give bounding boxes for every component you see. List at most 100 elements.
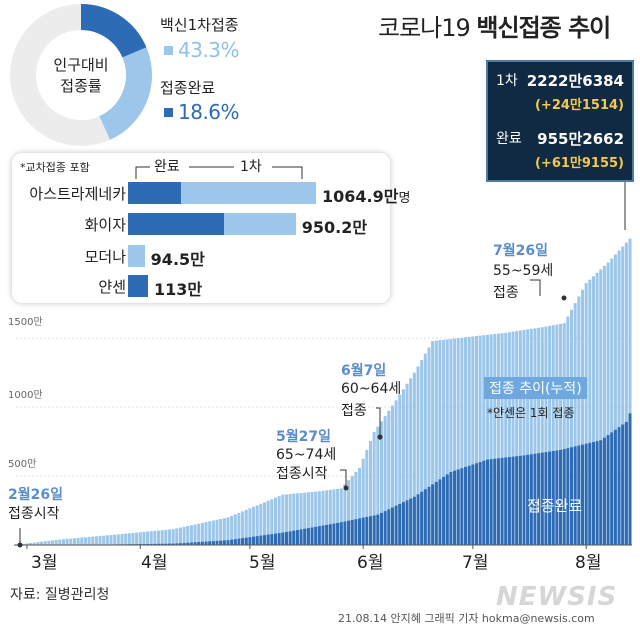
bar-first-dose	[226, 517, 230, 545]
bar-first-dose	[474, 336, 479, 545]
annotation-jul26-line1: 55~59세	[493, 263, 554, 279]
bar-first-dose	[412, 372, 416, 545]
bar-complete	[299, 529, 303, 545]
bar-first-dose	[588, 279, 592, 545]
bar-pfizer-complete	[128, 213, 225, 235]
bar-first-dose	[376, 426, 380, 545]
series-label-complete: 접종완료	[527, 497, 583, 515]
bar-first-dose	[113, 534, 117, 545]
vaccination-rate-donut	[10, 4, 152, 146]
bar-complete	[303, 528, 307, 545]
bar-first-dose	[368, 440, 373, 545]
bar-first-dose	[189, 525, 193, 545]
bar-complete	[464, 466, 468, 545]
bar-complete	[270, 534, 274, 545]
bar-az-complete	[128, 182, 181, 204]
vaccine-name-az: 아스트라제네카	[29, 185, 126, 203]
annotation-may27-line1: 65~74세	[276, 447, 337, 463]
bar-complete	[365, 516, 369, 545]
panel-complete-delta: (+61만9155)	[534, 156, 624, 171]
bar-first-dose	[372, 431, 376, 545]
bar-first-dose	[204, 522, 208, 545]
bar-complete	[621, 424, 625, 545]
bar-first-dose	[32, 542, 36, 545]
bar-complete	[273, 533, 278, 545]
bar-first-dose	[167, 529, 172, 545]
bar-first-dose	[401, 389, 405, 545]
bar-first-dose	[599, 269, 603, 545]
bar-first-dose	[573, 303, 577, 545]
bar-first-dose	[120, 533, 124, 545]
bar-complete	[347, 520, 351, 545]
bar-first-dose	[43, 541, 47, 545]
bar-first-dose	[138, 532, 142, 545]
annotation-may27-line2: 접종시작	[276, 466, 328, 482]
legend-complete-label: 완료	[154, 159, 180, 175]
bar-complete	[540, 452, 544, 545]
bar-complete	[317, 526, 321, 545]
first-dose-legend-label: 백신1차접종	[160, 16, 239, 34]
bar-complete	[453, 470, 457, 545]
bar-complete	[292, 530, 296, 545]
bar-first-dose	[325, 490, 329, 545]
bar-complete	[412, 496, 416, 545]
bar-first-dose	[51, 540, 55, 545]
bar-complete	[624, 421, 628, 545]
bar-complete	[277, 533, 281, 545]
bar-first-dose	[420, 360, 424, 545]
bar-first-dose	[379, 421, 383, 545]
bar-complete	[178, 543, 182, 545]
bar-complete	[146, 543, 150, 545]
bar-first-dose	[383, 416, 387, 545]
bar-first-dose	[149, 531, 153, 545]
bar-complete	[427, 486, 431, 545]
bar-complete	[288, 531, 292, 545]
bar-first-dose	[617, 250, 621, 545]
bar-first-dose	[321, 490, 325, 545]
bar-complete	[368, 516, 373, 545]
bar-complete	[416, 494, 420, 545]
bar-first-dose	[40, 541, 44, 545]
bar-first-dose	[460, 337, 464, 545]
bar-complete	[591, 442, 595, 545]
bar-first-dose	[522, 329, 526, 545]
bar-complete	[409, 498, 413, 545]
x-tick-jul: 7월	[462, 553, 489, 573]
bar-complete	[599, 440, 603, 545]
annotation-jul26-date: 7월26일	[493, 243, 548, 259]
bar-first-dose	[423, 353, 427, 545]
bar-complete	[577, 445, 581, 545]
bar-complete	[606, 435, 610, 545]
bar-complete	[157, 543, 161, 545]
bar-first-dose	[489, 334, 493, 545]
bar-first-dose	[36, 542, 40, 545]
bar-first-dose	[409, 378, 413, 545]
bar-first-dose	[518, 330, 522, 545]
bar-complete	[496, 458, 500, 545]
bar-complete	[332, 523, 336, 545]
bar-complete	[230, 539, 234, 545]
bar-first-dose	[69, 538, 73, 545]
bar-first-dose	[146, 531, 150, 545]
series-label-cumulative: 접종 추이(누적)	[484, 377, 587, 399]
bar-first-dose	[533, 328, 537, 545]
bar-complete	[248, 537, 252, 545]
bar-complete	[376, 514, 380, 545]
bar-first-dose	[551, 325, 555, 545]
bar-first-dose	[153, 530, 157, 545]
bar-complete	[595, 441, 599, 545]
bar-first-dose	[248, 508, 252, 545]
bar-complete	[526, 454, 530, 545]
bar-first-dose	[295, 493, 299, 545]
annotation-jun7-line2: 접종	[341, 403, 367, 419]
bar-first-dose	[135, 532, 139, 545]
bar-complete	[401, 502, 405, 545]
bar-first-dose	[87, 536, 91, 545]
bar-first-dose	[354, 471, 358, 545]
bar-first-dose	[65, 538, 69, 545]
bar-first-dose	[175, 528, 179, 545]
bar-first-dose	[230, 515, 234, 545]
bar-first-dose	[515, 331, 519, 545]
bar-complete	[204, 541, 208, 545]
bar-first-dose	[292, 493, 296, 545]
